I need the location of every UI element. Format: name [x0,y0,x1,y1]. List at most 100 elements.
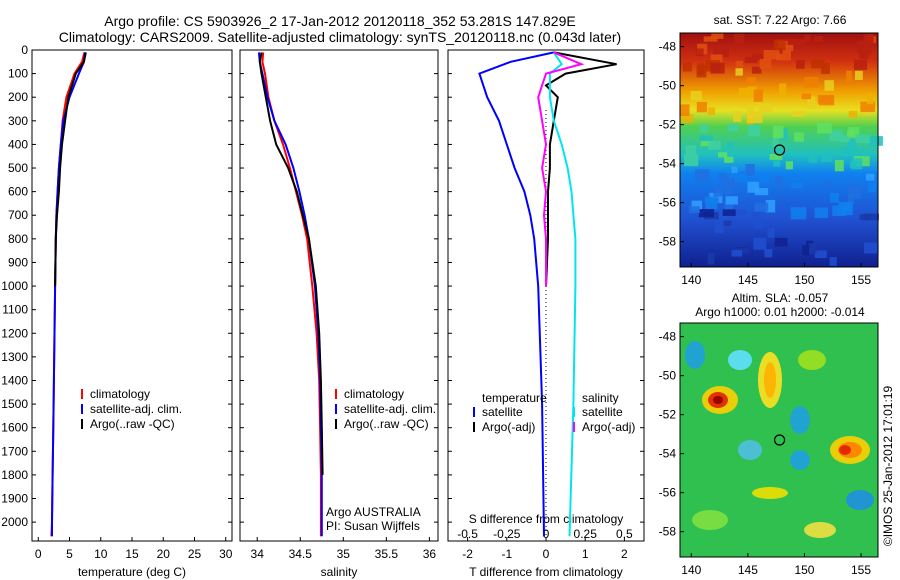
sst-heatmap-cell [735,172,747,182]
sst-heatmap-cell [791,182,803,189]
sst-heatmap-cell [842,147,857,156]
sst-heatmap-cell [764,248,773,258]
sst-map-ytick-label: -58 [659,235,677,249]
sla-heatmap-anomaly [839,445,851,455]
salinity-xtick-label: 35 [337,547,351,561]
sst-heatmap-cell [848,126,860,138]
sst-heatmap-cell [763,50,780,60]
sst-heatmap-cell [854,70,863,80]
sst-map-ytick-label: -56 [659,196,677,210]
sla-map-ytick-label: -50 [659,369,677,383]
difference-plot-frame [447,49,645,542]
salinity-difference-tick-label: 0.25 [574,527,598,541]
sst-heatmap-cell [860,101,876,112]
sst-heatmap-cell [848,110,858,118]
sst-heatmap-cell [735,247,750,254]
sla-map-xtick-label: 155 [851,563,871,577]
temperature-legend-label: climatology [90,387,150,401]
sla-heatmap-anomaly [728,350,752,370]
depth-tick-label: 100 [8,67,28,81]
sst-heatmap-cell [703,36,718,42]
depth-tick-label: 0 [21,43,28,57]
sst-heatmap-cell [738,87,750,98]
sst-map-xtick-label: 140 [681,273,701,287]
sst-heatmap-cell [834,159,844,172]
temperature-xtick-label: 5 [66,547,73,561]
salinity-xlabel: salinity [321,565,358,579]
depth-tick-label: 1000 [1,279,28,293]
difference-xtick-label: -1 [501,547,512,561]
sst-heatmap-cell [785,161,793,170]
sst-heatmap-cell [851,158,863,170]
sst-heatmap-cell [699,124,709,133]
depth-tick-label: 1700 [1,444,28,458]
sst-heatmap-cell [753,89,763,102]
sla-heatmap-anomaly [804,522,836,538]
sst-heatmap-cell [807,96,816,110]
sst-heatmap-cell [802,245,810,256]
sst-heatmap-cell [846,70,853,83]
salinity-series-argo-raw-qc- [258,52,324,475]
sst-heatmap-cell [759,58,772,70]
sst-heatmap-cell [814,207,828,219]
sst-heatmap-cell [760,173,769,183]
sla-heatmap-anomaly [798,350,826,370]
temperature-xtick-label: 0 [35,547,42,561]
sst-heatmap-cell [755,220,763,229]
sst-heatmap-cell [776,50,792,61]
sla-heatmap-anomaly [752,487,788,499]
sst-heatmap-cell [710,63,725,74]
depth-tick-label: 1900 [1,492,28,506]
sst-heatmap-cell [868,136,883,146]
sst-map-ytick-label: -48 [659,40,677,54]
sst-heatmap-cell [713,185,723,197]
sst-heatmap-cell [814,36,823,43]
sst-heatmap-cell [847,139,857,150]
difference-xtick-label: 0 [543,547,550,561]
salinity-annotation: Argo AUSTRALIA [326,505,421,519]
sst-heatmap-cell [753,237,767,250]
sla-heatmap-anomaly [790,406,810,434]
sst-heatmap-cell [829,129,843,142]
depth-tick-label: 1400 [1,373,28,387]
sst-heatmap-cell [724,184,733,195]
sst-heatmap-cell [680,104,690,116]
sst-heatmap-cell [728,173,737,179]
sst-heatmap-cell [746,77,756,87]
difference-xtick-label: -2 [462,547,473,561]
depth-tick-label: 900 [8,255,28,269]
sst-heatmap-cell [697,63,704,75]
sla-map-ytick-label: -54 [659,447,677,461]
depth-tick-label: 2000 [1,515,28,529]
depth-tick-label: 1100 [2,303,28,317]
sla-map-title-line1: Altim. SLA: -0.057 [732,291,829,305]
figure-title-line2: Climatology: CARS2009. Satellite-adjuste… [58,29,622,45]
depth-tick-label: 1300 [1,350,28,364]
sst-map-frame [679,32,879,268]
sst-heatmap-cell [727,123,739,132]
difference-xlabel: T difference from climatology [469,565,623,579]
sst-heatmap-cell [727,142,734,149]
sla-map-ytick-label: -56 [659,486,677,500]
depth-tick-label: 700 [8,208,28,222]
difference-xtick-label: 2 [621,547,628,561]
sst-heatmap-cell [696,101,708,113]
sst-heatmap-cell [731,250,743,257]
sst-heatmap-cell [754,202,769,212]
sst-map-ytick-label: -52 [659,118,677,132]
sla-heatmap-anomaly [713,396,723,404]
sst-heatmap-cell [796,59,805,69]
sst-heatmap-cell [751,66,762,74]
sla-map-xtick-label: 145 [738,563,758,577]
temperature-xtick-label: 30 [219,547,233,561]
sst-map-title: sat. SST: 7.22 Argo: 7.66 [714,13,847,27]
sst-heatmap-cell [868,181,876,193]
difference-legend-label: Argo(-adj) [482,420,535,434]
sla-map-xtick-label: 150 [794,563,814,577]
sst-heatmap-cell [734,209,747,216]
sst-heatmap-cell [708,140,721,150]
temperature-xtick-label: 20 [157,547,171,561]
sst-heatmap-cell [829,257,837,266]
sla-heatmap-anomaly [790,450,810,470]
temperature-legend-label: Argo(..raw -QC) [90,417,175,431]
